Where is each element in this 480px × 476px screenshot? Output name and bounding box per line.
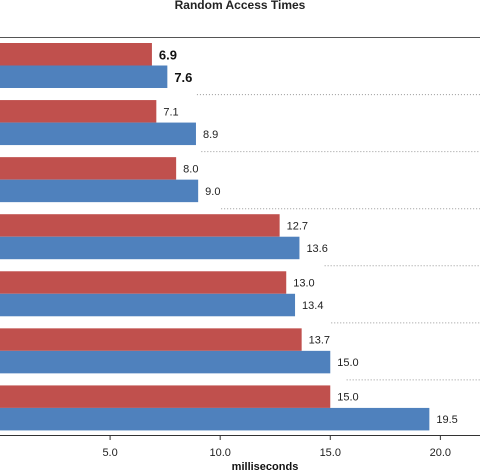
- data-label: 15.0: [337, 357, 358, 369]
- x-tick-label: 15.0: [320, 447, 341, 459]
- data-label: 13.4: [302, 300, 323, 312]
- red-bar: [0, 43, 152, 66]
- blue-bar: [0, 293, 296, 317]
- blue-bar: [0, 350, 331, 374]
- bar-group-7: 15.0 19.5: [0, 385, 458, 431]
- blue-bar: [0, 407, 430, 431]
- blue-bar: [0, 179, 199, 203]
- red-bar: [0, 100, 157, 123]
- x-axis-label: milliseconds: [232, 461, 299, 473]
- data-label: 8.0: [183, 163, 198, 175]
- bar-group-5: 13.0 13.4: [0, 271, 480, 324]
- x-tick-label: 5.0: [102, 447, 117, 459]
- bar-groups: 6.9 7.6 7.1 8.9 8.0 9.0 12.7 13.6 13.0 13.4 13.7 15…: [0, 43, 480, 431]
- bar-group-6: 13.7 15.0: [0, 328, 480, 381]
- data-label: 13.7: [309, 335, 330, 347]
- blue-bar: [0, 65, 168, 88]
- blue-bar: [0, 122, 196, 146]
- data-label: 15.0: [337, 392, 358, 404]
- red-bar: [0, 214, 280, 237]
- data-label: 13.6: [306, 243, 327, 255]
- data-label: 8.9: [203, 129, 218, 141]
- blue-bar: [0, 236, 300, 260]
- red-bar: [0, 328, 302, 351]
- red-bar: [0, 157, 177, 180]
- x-axis-ticks: 5.0 10.0 15.0 20.0: [102, 435, 451, 459]
- red-bar: [0, 385, 331, 408]
- x-tick-label: 10.0: [209, 447, 230, 459]
- data-label: 7.1: [163, 106, 178, 118]
- bar-group-3: 8.0 9.0: [0, 157, 480, 210]
- red-bar: [0, 271, 287, 294]
- data-label: 13.0: [293, 278, 314, 290]
- bar-group-2: 7.1 8.9: [0, 100, 480, 153]
- data-label: 9.0: [205, 186, 220, 198]
- data-label: 12.7: [287, 220, 308, 232]
- bar-group-4: 12.7 13.6: [0, 214, 480, 267]
- data-label: 7.6: [174, 70, 192, 85]
- chart-title: Random Access Times: [175, 0, 306, 12]
- bar-group-1: 6.9 7.6: [0, 43, 480, 96]
- data-label: 19.5: [436, 414, 457, 426]
- data-label: 6.9: [159, 47, 177, 62]
- x-tick-label: 20.0: [430, 447, 451, 459]
